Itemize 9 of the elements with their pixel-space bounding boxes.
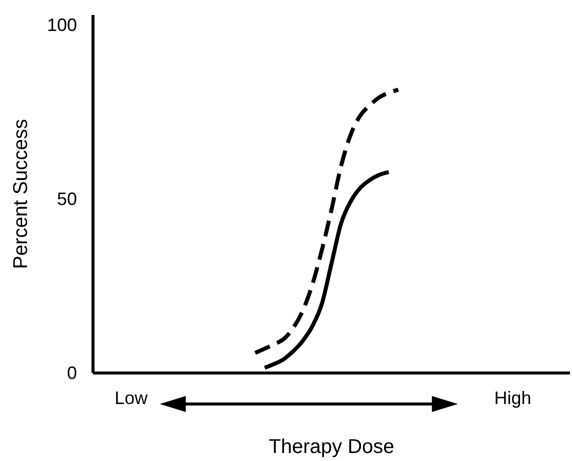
- x-tick-label: High: [494, 388, 532, 408]
- line-series: [262, 170, 391, 370]
- y-tick-label: 50: [56, 188, 77, 209]
- y-tick-label: 0: [66, 362, 77, 383]
- x-tick-label: Low: [114, 388, 149, 408]
- y-tick-label: 100: [46, 15, 77, 36]
- y-axis-title: Percent Success: [10, 118, 32, 270]
- x-axis-title: Therapy Dose: [268, 436, 394, 458]
- line-series: [253, 88, 400, 355]
